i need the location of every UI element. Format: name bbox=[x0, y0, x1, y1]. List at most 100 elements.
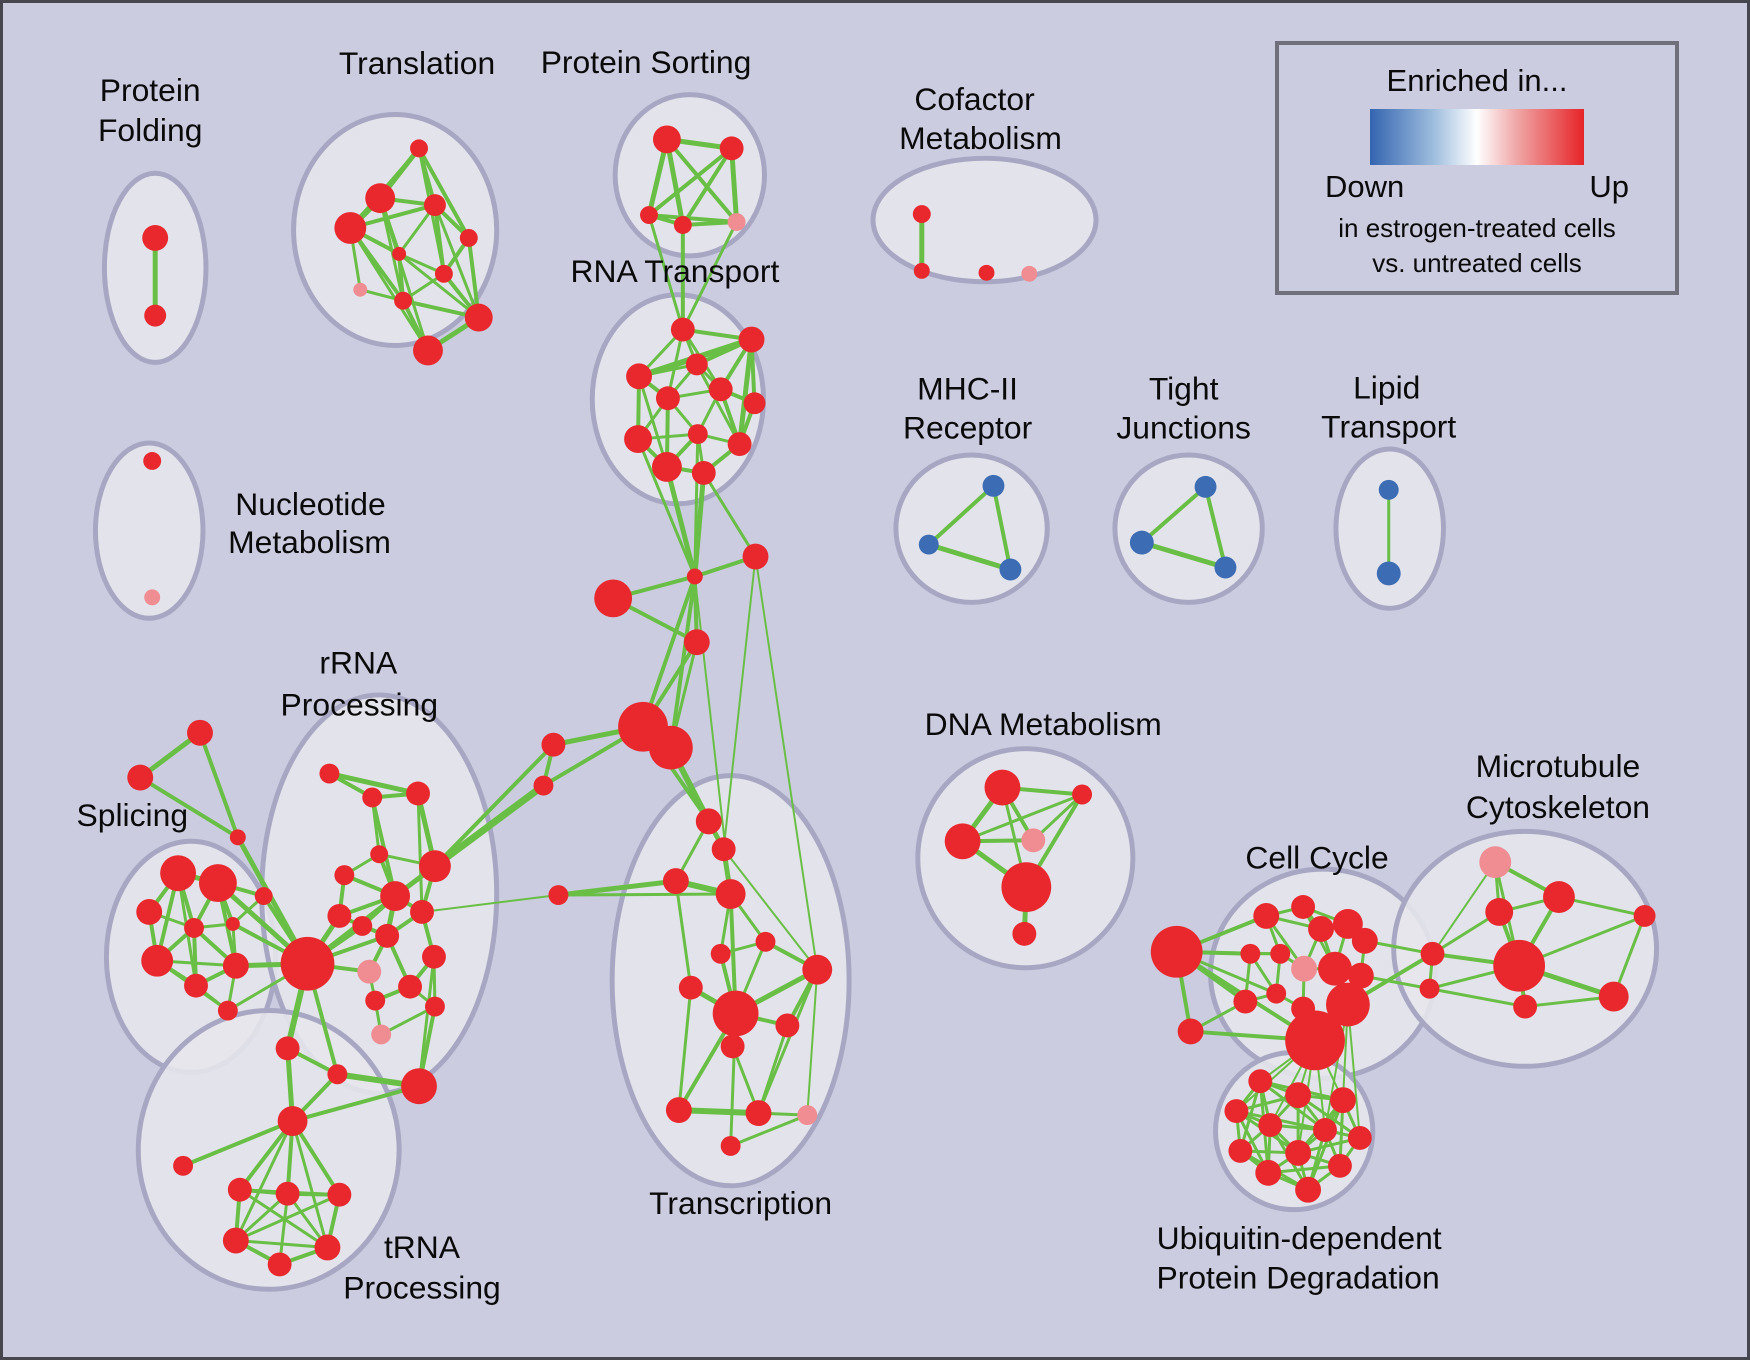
node-rr16[interactable] bbox=[371, 1024, 392, 1045]
node-cc6[interactable] bbox=[649, 725, 693, 770]
node-cm4[interactable] bbox=[1021, 265, 1038, 282]
node-mt6[interactable] bbox=[1633, 905, 1656, 927]
node-ps5[interactable] bbox=[727, 213, 746, 231]
node-cy12[interactable] bbox=[1266, 983, 1287, 1004]
node-sp3[interactable] bbox=[136, 899, 163, 925]
node-tx12[interactable] bbox=[665, 1097, 692, 1124]
node-tc1[interactable] bbox=[275, 1036, 300, 1061]
node-ub7[interactable] bbox=[1347, 1126, 1372, 1150]
node-ub2[interactable] bbox=[1285, 1082, 1312, 1109]
node-tx4[interactable] bbox=[715, 879, 746, 909]
node-cy4[interactable] bbox=[1332, 908, 1363, 939]
node-tl5[interactable] bbox=[459, 228, 478, 247]
node-tc2[interactable] bbox=[327, 1064, 348, 1085]
node-cyL[interactable] bbox=[1150, 925, 1203, 978]
node-ub3[interactable] bbox=[1329, 1087, 1356, 1114]
node-tj2[interactable] bbox=[1129, 530, 1154, 555]
node-mt3[interactable] bbox=[1485, 898, 1514, 926]
node-sp2[interactable] bbox=[198, 864, 237, 903]
node-tx2[interactable] bbox=[711, 837, 736, 862]
node-sp4[interactable] bbox=[184, 917, 204, 938]
node-rt4[interactable] bbox=[626, 363, 652, 390]
node-dm4[interactable] bbox=[1021, 828, 1046, 853]
node-cc3[interactable] bbox=[594, 579, 633, 618]
node-tx8[interactable] bbox=[802, 954, 833, 985]
node-cm1[interactable] bbox=[912, 205, 931, 224]
node-rt1[interactable] bbox=[670, 317, 695, 342]
node-tl10[interactable] bbox=[464, 303, 493, 332]
node-ub12[interactable] bbox=[1295, 1176, 1322, 1203]
node-rr5[interactable] bbox=[334, 865, 355, 886]
node-rr4[interactable] bbox=[370, 845, 389, 864]
node-cy3[interactable] bbox=[1308, 915, 1334, 942]
node-rr3[interactable] bbox=[406, 781, 430, 806]
node-dm3[interactable] bbox=[944, 823, 981, 860]
node-rr10[interactable] bbox=[410, 900, 434, 924]
node-mt2[interactable] bbox=[1543, 881, 1575, 913]
node-txl[interactable] bbox=[548, 885, 569, 906]
node-sp5[interactable] bbox=[225, 916, 240, 931]
node-ps2[interactable] bbox=[719, 136, 744, 161]
node-tp2[interactable] bbox=[275, 1181, 300, 1206]
node-cc1[interactable] bbox=[686, 568, 703, 585]
node-tx15[interactable] bbox=[720, 1135, 741, 1156]
node-tp1[interactable] bbox=[227, 1177, 252, 1202]
node-ub8[interactable] bbox=[1228, 1138, 1253, 1163]
node-tx14[interactable] bbox=[797, 1105, 818, 1126]
node-tl1[interactable] bbox=[410, 139, 428, 158]
node-rt2[interactable] bbox=[738, 326, 765, 353]
node-cy8[interactable] bbox=[1291, 955, 1318, 982]
node-pf1[interactable] bbox=[142, 225, 169, 251]
node-tx13[interactable] bbox=[745, 1100, 772, 1127]
node-ub11[interactable] bbox=[1255, 1159, 1282, 1186]
node-spt3[interactable] bbox=[229, 829, 246, 846]
node-mh3[interactable] bbox=[999, 558, 1022, 581]
node-ub1[interactable] bbox=[1248, 1069, 1273, 1094]
node-cc2[interactable] bbox=[742, 543, 769, 570]
node-cyB2[interactable] bbox=[1326, 982, 1370, 1027]
node-mt1[interactable] bbox=[1479, 846, 1512, 879]
node-tx11[interactable] bbox=[720, 1034, 745, 1059]
node-tj1[interactable] bbox=[1194, 475, 1217, 498]
node-cy11[interactable] bbox=[1233, 989, 1258, 1014]
node-dm6[interactable] bbox=[1012, 921, 1037, 946]
node-rr13[interactable] bbox=[398, 974, 423, 999]
node-sp6[interactable] bbox=[141, 944, 174, 977]
node-tplone[interactable] bbox=[173, 1155, 194, 1176]
node-tph[interactable] bbox=[277, 1106, 308, 1136]
node-tl11[interactable] bbox=[413, 335, 443, 366]
node-tl9[interactable] bbox=[394, 291, 413, 310]
node-ps3[interactable] bbox=[640, 206, 658, 225]
node-tx10[interactable] bbox=[775, 1013, 800, 1038]
node-tp5[interactable] bbox=[314, 1234, 341, 1261]
node-rr12[interactable] bbox=[357, 959, 382, 984]
node-sp7[interactable] bbox=[222, 952, 249, 979]
node-tx3[interactable] bbox=[662, 868, 689, 895]
node-sp1[interactable] bbox=[160, 855, 197, 892]
node-ub6[interactable] bbox=[1313, 1118, 1337, 1142]
node-tl8[interactable] bbox=[353, 282, 368, 297]
node-cy5[interactable] bbox=[1351, 927, 1378, 954]
node-nm2[interactable] bbox=[144, 589, 161, 606]
node-tx6[interactable] bbox=[755, 931, 776, 952]
node-cyB1[interactable] bbox=[1285, 1010, 1345, 1071]
node-tj3[interactable] bbox=[1214, 556, 1237, 579]
node-tl3[interactable] bbox=[423, 194, 446, 217]
node-rr8[interactable] bbox=[352, 915, 373, 936]
node-cm2[interactable] bbox=[913, 262, 930, 279]
node-nm1[interactable] bbox=[143, 452, 162, 470]
node-rr1[interactable] bbox=[319, 763, 340, 784]
node-tx5[interactable] bbox=[710, 943, 731, 964]
node-tx9[interactable] bbox=[712, 990, 759, 1037]
node-cn2[interactable] bbox=[1419, 978, 1440, 999]
node-ps1[interactable] bbox=[652, 125, 681, 154]
node-rt10[interactable] bbox=[651, 452, 682, 482]
node-hub1[interactable] bbox=[280, 936, 335, 991]
node-cy9[interactable] bbox=[1318, 951, 1352, 986]
node-tx1[interactable] bbox=[695, 808, 722, 835]
node-rt7[interactable] bbox=[743, 392, 766, 415]
node-rr2[interactable] bbox=[362, 787, 383, 808]
node-dm5[interactable] bbox=[1001, 862, 1052, 912]
node-cy10[interactable] bbox=[1347, 962, 1374, 989]
node-rt11[interactable] bbox=[691, 460, 716, 485]
